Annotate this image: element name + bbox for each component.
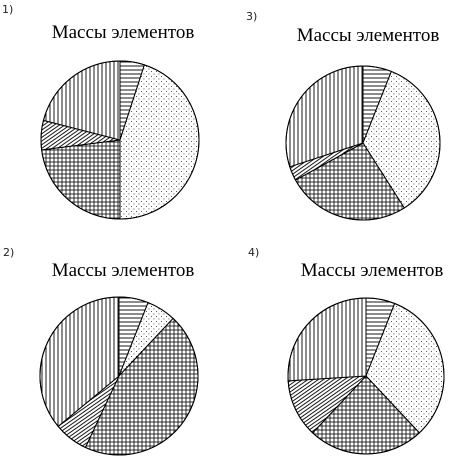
chart-title-3: Массы элементов	[297, 25, 440, 46]
pie-4	[287, 297, 445, 455]
chart-number-4: 4)	[248, 246, 259, 259]
pie-1	[40, 60, 200, 220]
chart-number-3: 3)	[246, 10, 257, 23]
pie-2	[39, 296, 199, 456]
chart-panel-3: 3) Массы элементов	[246, 10, 441, 221]
pie-slice-grid	[41, 139, 121, 220]
chart-title-2: Массы элементов	[52, 260, 195, 281]
pie-3	[285, 65, 441, 221]
chart-panel-4: 4) Массы элементов	[248, 246, 445, 455]
chart-number-2: 2)	[3, 246, 14, 259]
chart-panel-1: 1) Массы элементов	[2, 3, 200, 220]
pie-outline	[287, 297, 445, 455]
pie-slice-vertical-lines	[287, 297, 367, 382]
chart-title-1: Массы элементов	[52, 22, 195, 43]
chart-title-4: Массы элементов	[301, 260, 444, 281]
pie-outline	[40, 60, 200, 220]
chart-number-1: 1)	[2, 3, 13, 16]
pie-outline	[39, 296, 199, 456]
pie-outline	[285, 65, 441, 221]
chart-panel-2: 2) Массы элементов	[3, 246, 199, 456]
